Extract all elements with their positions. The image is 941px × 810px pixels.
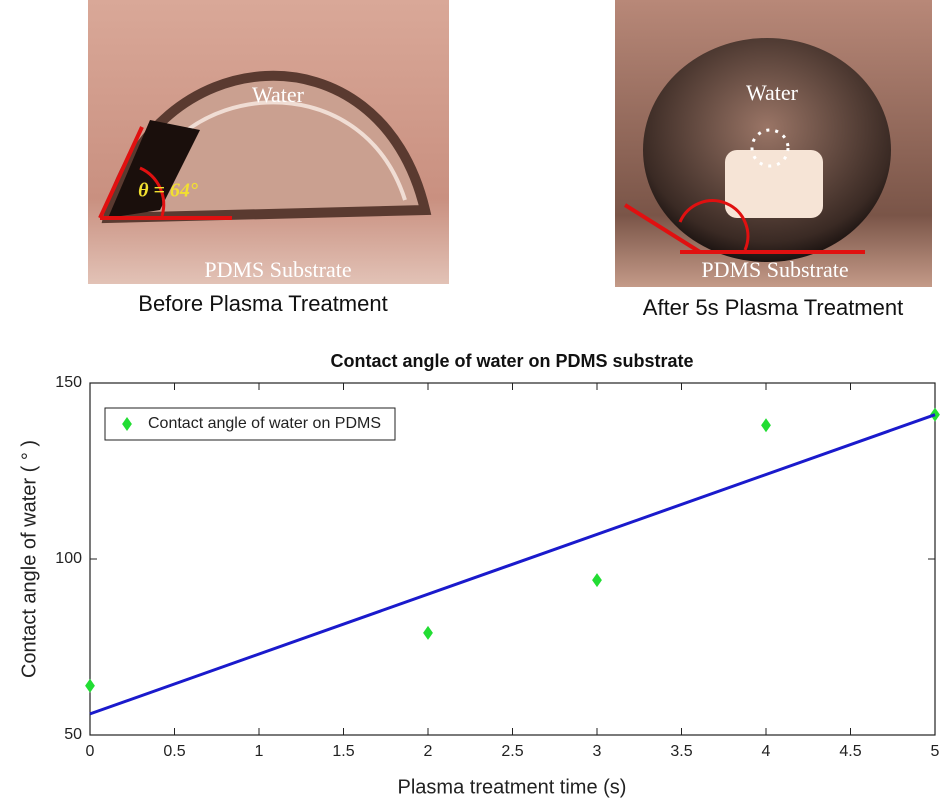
scatter-point (85, 678, 95, 693)
shadow (108, 120, 200, 218)
x-tick-label: 0.5 (163, 743, 185, 760)
x-tick-label: 3.5 (670, 743, 692, 760)
x-tick-label: 4.5 (839, 743, 861, 760)
legend-marker (122, 417, 132, 431)
scatter-point (592, 573, 602, 588)
photo-label: PDMS Substrate (701, 257, 848, 282)
x-tick-label: 5 (931, 743, 940, 760)
light-ring (750, 128, 790, 168)
photo-caption: Before Plasma Treatment (138, 291, 387, 316)
x-tick-label: 4 (762, 743, 771, 760)
y-tick-label: 50 (64, 726, 82, 743)
angle-arc (678, 199, 750, 251)
legend-label: Contact angle of water on PDMS (148, 415, 381, 432)
x-tick-label: 1.5 (332, 743, 354, 760)
x-tick-label: 3 (593, 743, 602, 760)
photo-before: Water θ = 64° PDMS Substrate (88, 0, 449, 284)
y-tick-label: 150 (55, 374, 82, 391)
angle-arc (139, 166, 166, 217)
photo-label: PDMS Substrate (204, 257, 351, 282)
x-tick-label: 1 (255, 743, 264, 760)
x-tick-label: 2.5 (501, 743, 523, 760)
photo-label: Water (746, 80, 799, 105)
fit-line (89, 413, 936, 716)
reflection (725, 150, 823, 218)
tangent (98, 126, 144, 219)
x-tick-label: 2 (424, 743, 433, 760)
photo-caption: After 5s Plasma Treatment (643, 295, 903, 320)
tangent (623, 203, 702, 254)
chart-title: Contact angle of water on PDMS substrate (330, 351, 693, 371)
x-axis-label: Plasma treatment time (s) (398, 776, 627, 798)
x-tick-label: 0 (86, 743, 95, 760)
scatter-point (423, 625, 433, 640)
legend (104, 407, 396, 441)
photo-after: Water PDMS Substrate (615, 0, 932, 287)
scatter-point (761, 418, 771, 433)
photo-label: Water (252, 82, 305, 107)
angle-label: θ = 64° (138, 180, 198, 202)
y-axis-label: Contact angle of water ( ° ) (18, 440, 40, 678)
y-tick-label: 100 (55, 550, 82, 567)
